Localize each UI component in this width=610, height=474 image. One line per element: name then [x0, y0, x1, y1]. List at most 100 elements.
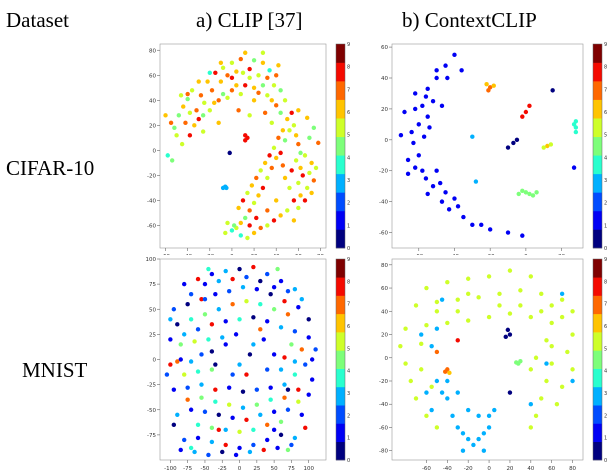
scatter-point	[206, 452, 211, 458]
scatter-point	[465, 276, 471, 281]
scatter-point	[185, 96, 190, 102]
scatter-point	[256, 73, 261, 78]
colorbar-segment	[336, 118, 345, 138]
scatter-point	[507, 268, 513, 273]
scatter-point	[262, 110, 268, 116]
scatter-point	[271, 284, 277, 290]
scatter-point	[289, 342, 294, 347]
scatter-point	[238, 91, 243, 97]
scatter-point	[274, 73, 279, 78]
scatter-point	[178, 447, 183, 453]
scatter-point	[296, 108, 301, 113]
scatter-point	[486, 413, 492, 419]
colorbar-frame	[335, 258, 346, 461]
colorbar-segment	[336, 313, 345, 333]
scatter-point	[481, 431, 487, 436]
scatter-point	[188, 445, 194, 451]
scatter-point	[213, 399, 218, 404]
colorbar-tick-label: 2	[604, 201, 607, 207]
scatter-point	[309, 160, 314, 166]
scatter-point	[518, 359, 523, 364]
scatter-point	[182, 437, 187, 443]
scatter-point	[229, 75, 235, 80]
scatter-point	[220, 91, 226, 97]
scatter-point	[267, 153, 272, 158]
column-header-contextclip: b) ContextCLIP	[402, 8, 537, 32]
scatter-point	[520, 188, 525, 194]
colorbar-segment	[593, 441, 602, 461]
scatter-point	[247, 66, 252, 72]
scatter-point	[237, 266, 242, 272]
scatter-point	[249, 183, 255, 188]
scatter-point	[445, 320, 450, 326]
scatter-point	[302, 198, 308, 203]
colorbar-segment	[336, 350, 345, 369]
scatter-point	[225, 73, 230, 78]
scatter-point	[398, 132, 404, 138]
scatter-point	[194, 108, 199, 113]
scatter-point	[420, 103, 425, 109]
scatter-point	[570, 378, 575, 384]
scatter-point	[265, 319, 270, 324]
colorbar-segment	[593, 259, 602, 278]
scatter-point	[265, 175, 270, 181]
scatter-point	[292, 372, 298, 377]
scatter-point	[200, 129, 206, 134]
scatter-point	[188, 291, 194, 297]
scatter-point	[471, 442, 476, 448]
scatter-point	[481, 448, 487, 453]
scatter-point	[299, 297, 304, 302]
scatter-point	[258, 302, 263, 307]
colorbar-segment	[336, 81, 345, 100]
scatter-point	[544, 378, 549, 384]
scatter-point	[195, 422, 201, 428]
scatter-point	[424, 413, 429, 419]
scatter-point	[285, 208, 290, 213]
scatter-point	[265, 422, 270, 428]
scatter-point	[544, 338, 549, 343]
scatter-point	[492, 407, 497, 413]
scatter-point	[419, 367, 424, 372]
scatter-point	[218, 79, 224, 84]
scatter-point	[450, 413, 455, 419]
scatter-point	[233, 332, 239, 337]
scatter-point	[269, 165, 274, 171]
y-tick-label: -60	[147, 223, 156, 229]
scatter-point	[476, 295, 481, 300]
scatter-point	[216, 427, 221, 433]
scatter-point	[429, 343, 434, 349]
scatter-point	[216, 278, 221, 284]
scatter-point	[313, 165, 319, 171]
scatter-point	[455, 425, 460, 430]
scatter-point	[437, 180, 443, 186]
scatter-point	[265, 367, 270, 372]
colorbar-tick-label: 0	[604, 458, 607, 464]
y-tick-label: 0	[153, 148, 157, 154]
scatter-point	[247, 75, 252, 80]
scatter-point	[282, 138, 288, 143]
scatter-point	[285, 116, 290, 122]
plot-frame	[391, 258, 584, 461]
scatter-point	[425, 86, 430, 92]
colorbar-tick-label: 1	[604, 436, 607, 442]
colorbar-segment	[593, 386, 602, 406]
scatter-point	[196, 116, 201, 122]
colorbar-tick-label: 1	[347, 223, 350, 229]
colorbar-frame	[592, 43, 603, 249]
scatter-point	[434, 75, 439, 81]
colorbar-segment	[593, 210, 602, 230]
colorbar-segment	[336, 210, 345, 230]
scatter-point	[196, 79, 201, 84]
scatter-point	[533, 413, 539, 419]
scatter-point	[484, 81, 489, 87]
scatter-point	[254, 175, 259, 181]
scatter-point	[265, 437, 270, 443]
scatter-point	[168, 120, 174, 126]
scatter-point	[223, 319, 228, 324]
colorbar-tick-label: 3	[347, 391, 350, 397]
scatter-point	[183, 120, 188, 126]
colorbar-segment	[336, 441, 345, 461]
scatter-point	[497, 303, 502, 308]
scatter-point	[447, 370, 452, 376]
mnist-clip-scatter-panel: -100 -75 -50 -25 0 25 50 75 100 -75 -50 -25 0 25 50 75 1…	[138, 255, 353, 474]
